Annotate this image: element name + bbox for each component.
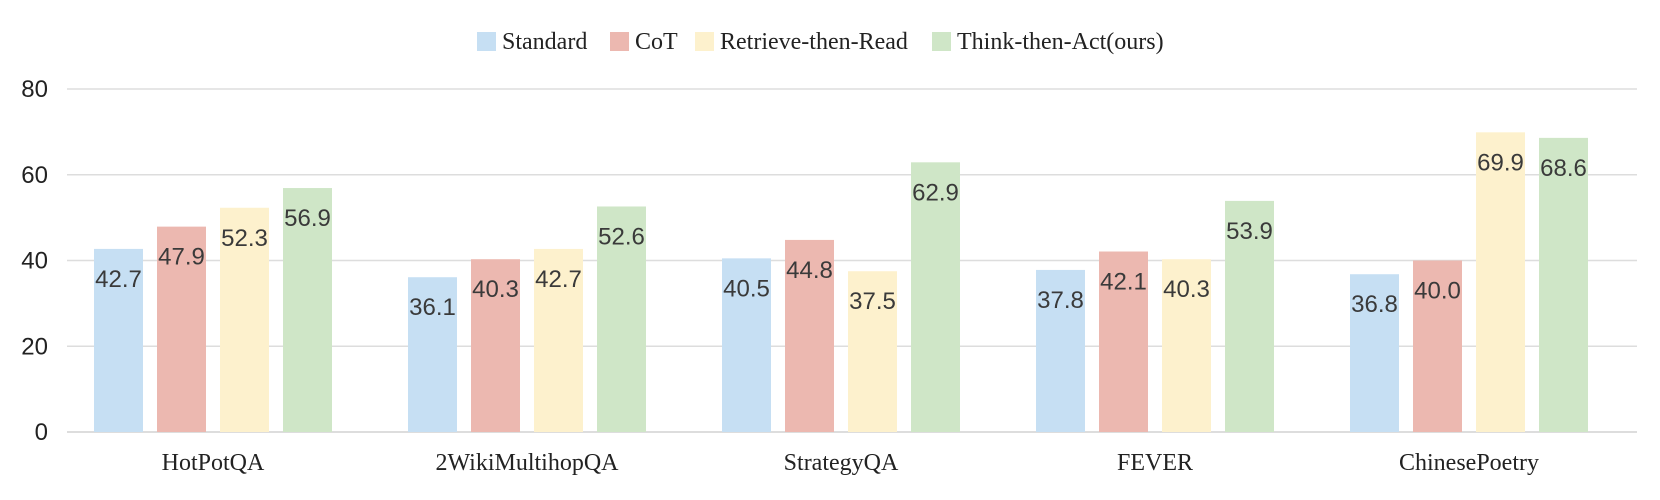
data-label: 47.9: [158, 244, 205, 271]
data-label: 53.9: [1226, 218, 1273, 245]
data-label: 40.5: [723, 275, 770, 302]
data-label: 36.1: [409, 294, 456, 321]
bar-standard-fever: [1036, 269, 1085, 432]
y-tick-label: 40: [21, 248, 48, 275]
bar-think-then-act-ours-chinesepoetry: [1539, 137, 1588, 432]
data-label: 62.9: [912, 179, 959, 206]
bar-cot-fever: [1099, 251, 1148, 432]
data-label: 37.8: [1037, 287, 1084, 314]
data-label: 56.9: [284, 205, 331, 232]
data-label: 40.3: [472, 276, 519, 303]
data-label: 40.0: [1414, 278, 1461, 305]
bar-cot-2wikimultihopqa: [471, 259, 520, 432]
legend-swatch: [610, 32, 629, 51]
legend-swatch: [695, 32, 714, 51]
x-category-label: StrategyQA: [784, 450, 899, 476]
data-label: 37.5: [849, 288, 896, 315]
legend-swatch: [477, 32, 496, 51]
data-label: 36.8: [1351, 291, 1398, 318]
x-category-label: FEVER: [1117, 450, 1193, 476]
bar-cot-hotpotqa: [157, 226, 206, 432]
x-category-label: HotPotQA: [162, 450, 265, 476]
y-tick-label: 0: [35, 419, 48, 446]
y-tick-label: 60: [21, 162, 48, 189]
legend-label: CoT: [635, 29, 678, 55]
bar-think-then-act-ours-fever: [1225, 200, 1274, 432]
data-label: 52.6: [598, 223, 645, 250]
bar-cot-strategyqa: [785, 239, 834, 432]
legend-label: Retrieve-then-Read: [720, 29, 908, 55]
data-label: 68.6: [1540, 155, 1587, 182]
data-label: 42.7: [535, 266, 582, 293]
bar-cot-chinesepoetry: [1413, 260, 1462, 432]
bar-think-then-act-ours-strategyqa: [911, 162, 960, 432]
legend-swatch: [932, 32, 951, 51]
bar-think-then-act-ours-hotpotqa: [283, 188, 332, 432]
bars: [94, 132, 1588, 432]
y-tick-label: 20: [21, 333, 48, 360]
bar-think-then-act-ours-2wikimultihopqa: [597, 206, 646, 432]
data-label: 42.7: [95, 266, 142, 293]
bar-retrieve-then-read-fever: [1162, 259, 1211, 432]
y-axis-ticks: 0 20 40 60 80: [21, 76, 48, 446]
bar-retrieve-then-read-chinesepoetry: [1476, 132, 1525, 432]
data-label: 44.8: [786, 257, 833, 284]
x-category-label: 2WikiMultihopQA: [435, 450, 619, 476]
data-label: 69.9: [1477, 149, 1524, 176]
legend-label: Standard: [502, 29, 587, 55]
bar-standard-strategyqa: [722, 258, 771, 432]
x-axis-categories: HotPotQA 2WikiMultihopQA StrategyQA FEVER Ch…: [162, 450, 1539, 476]
bar-standard-2wikimultihopqa: [408, 277, 457, 432]
data-label: 40.3: [1163, 276, 1210, 303]
y-tick-label: 80: [21, 76, 48, 103]
bar-retrieve-then-read-strategyqa: [848, 271, 897, 432]
data-label: 52.3: [221, 225, 268, 252]
bar-retrieve-then-read-hotpotqa: [220, 207, 269, 432]
legend-label: Think-then-Act(ours): [957, 29, 1164, 55]
bar-standard-hotpotqa: [94, 248, 143, 432]
bar-retrieve-then-read-2wikimultihopqa: [534, 248, 583, 432]
data-labels: 42.7 47.9 52.3 56.9 36.1 40.3 42.7 52.6 40.5 44.8…: [95, 149, 1587, 321]
legend: Standard CoT Retrieve-then-Read Think-then-…: [477, 29, 1164, 55]
bar-standard-chinesepoetry: [1350, 274, 1399, 432]
data-label: 42.1: [1100, 268, 1147, 295]
x-category-label: ChinesePoetry: [1399, 450, 1539, 476]
